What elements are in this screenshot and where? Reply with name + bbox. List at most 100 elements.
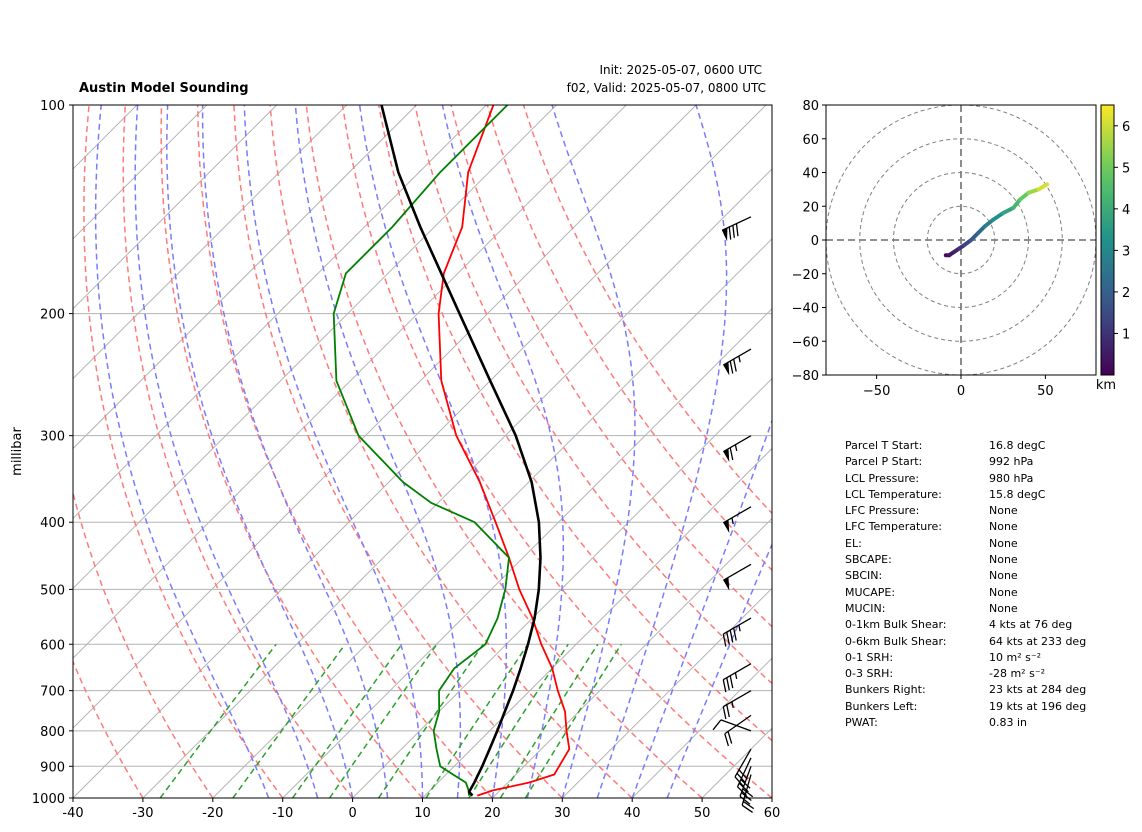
param-row: 0-1 SRH: 10 m² s⁻²	[845, 650, 1086, 666]
dewpoint-profile-line	[332, 105, 510, 796]
sounding-parameters: Parcel T Start: 16.8 degC Parcel P Start: 9…	[845, 438, 1086, 731]
param-value: 992 hPa	[989, 455, 1034, 469]
param-label: 0-6km Bulk Shear:	[845, 634, 947, 648]
x-tick-label: -10	[272, 806, 293, 821]
hodo-y-tick-label: 80	[802, 99, 819, 114]
y-tick-label: 100	[40, 99, 65, 114]
isotherm-line	[73, 105, 627, 659]
wind-barb	[722, 563, 752, 591]
y-tick-label: 500	[40, 583, 65, 598]
dry-adiabat-line	[522, 105, 772, 515]
wind-barb	[722, 663, 752, 693]
x-tick-label: 10	[414, 806, 431, 821]
param-label: PWAT:	[845, 716, 878, 730]
y-tick-label: 700	[40, 685, 65, 700]
x-tick-label: 0	[348, 806, 356, 821]
moist-adiabat-line	[294, 105, 462, 798]
parcel-profile-line	[380, 105, 542, 797]
param-label: LFC Pressure:	[845, 504, 920, 518]
param-value: -28 m² s⁻²	[989, 667, 1046, 681]
dry-adiabat-line	[414, 105, 772, 685]
moist-adiabat-line	[358, 105, 508, 798]
y-tick-label: 1000	[32, 792, 65, 807]
dry-adiabat-line	[233, 105, 563, 798]
param-label: 0-1km Bulk Shear:	[845, 618, 947, 632]
hodograph-segment	[1036, 182, 1050, 192]
valid-time: f02, Valid: 2025-05-07, 0800 UTC	[567, 81, 766, 95]
colorbar-tick-label: 6	[1122, 120, 1130, 135]
hodo-y-tick-label: 60	[802, 133, 819, 148]
mixing-ratio-line	[291, 643, 403, 798]
isotherm-line	[631, 657, 772, 798]
colorbar	[1100, 104, 1115, 376]
hodograph-plot-area	[826, 105, 1096, 375]
param-label: Bunkers Left:	[845, 699, 918, 713]
hodo-x-tick-label: 0	[957, 384, 965, 399]
param-value: 0.83 in	[989, 716, 1028, 730]
param-label: Bunkers Right:	[845, 683, 926, 697]
param-value: None	[989, 536, 1018, 550]
isotherm-line	[73, 105, 278, 310]
isotherm-line	[73, 105, 767, 798]
isotherm-line	[73, 105, 697, 729]
colorbar-tick-label: 1	[1122, 327, 1130, 342]
param-value: None	[989, 520, 1018, 534]
param-label: Parcel P Start:	[845, 455, 923, 469]
param-label: MUCIN:	[845, 601, 886, 615]
y-tick-label: 200	[40, 308, 65, 323]
isotherm-line	[212, 238, 772, 798]
param-row: 0-6km Bulk Shear: 64 kts at 233 deg	[845, 634, 1086, 650]
dry-adiabat-line	[160, 105, 424, 798]
param-label: 0-1 SRH:	[845, 650, 894, 664]
param-row: 0-1km Bulk Shear: 4 kts at 76 deg	[845, 617, 1086, 633]
hodograph-segment	[991, 211, 1006, 222]
colorbar-tick-label: 2	[1122, 286, 1130, 301]
param-row: MUCAPE: None	[845, 585, 1086, 601]
param-row: LCL Pressure: 980 hPa	[845, 471, 1086, 487]
mixing-ratio-line	[468, 643, 569, 798]
isotherm-line	[73, 105, 417, 450]
wind-barb	[722, 690, 752, 720]
param-value: 64 kts at 233 deg	[989, 634, 1087, 648]
init-time: Init: 2025-05-07, 0600 UTC	[599, 63, 762, 77]
hodo-y-tick-label: −40	[792, 302, 819, 317]
y-axis-label: millibar	[10, 427, 25, 476]
wind-barb	[734, 748, 752, 787]
moist-adiabat-line	[441, 105, 565, 798]
hodo-y-tick-label: −20	[792, 268, 819, 283]
isotherm-line	[73, 105, 347, 380]
param-value: 4 kts at 76 deg	[989, 618, 1073, 632]
param-row: MUCIN: None	[845, 601, 1086, 617]
moist-adiabat-line	[166, 105, 354, 798]
param-value: 23 kts at 284 deg	[989, 683, 1087, 697]
param-value: 980 hPa	[989, 471, 1034, 485]
y-tick-label: 600	[40, 638, 65, 653]
colorbar-tick-label: 4	[1122, 203, 1130, 218]
mixing-ratio-line	[499, 643, 599, 798]
mixing-ratio-line	[232, 643, 346, 798]
x-tick-label: 60	[764, 806, 781, 821]
param-label: Parcel T Start:	[845, 439, 923, 452]
wind-barb	[722, 348, 752, 376]
param-label: EL:	[845, 536, 862, 550]
param-row: LCL Temperature: 15.8 degC	[845, 487, 1086, 503]
wind-barb	[722, 617, 752, 647]
param-value: 15.8 degC	[989, 487, 1046, 501]
mixing-ratio-line	[425, 643, 529, 798]
x-tick-label: -20	[202, 806, 223, 821]
param-label: SBCIN:	[845, 569, 883, 583]
moist-adiabat-line	[243, 105, 424, 798]
param-row: Bunkers Right: 23 kts at 284 deg	[845, 682, 1086, 698]
x-tick-label: -30	[132, 806, 153, 821]
colorbar-tick-label: 3	[1122, 244, 1130, 259]
hodo-y-tick-label: 20	[802, 200, 819, 215]
param-row: Parcel P Start: 992 hPa	[845, 454, 1086, 470]
x-tick-label: 40	[624, 806, 641, 821]
isotherm-line	[422, 447, 772, 798]
hodo-y-tick-label: 40	[802, 167, 819, 182]
param-row: Bunkers Left: 19 kts at 196 deg	[845, 699, 1086, 715]
dry-adiabat-line	[83, 105, 284, 798]
temperature-profile-line	[437, 105, 571, 797]
dry-adiabat-line	[450, 105, 772, 628]
